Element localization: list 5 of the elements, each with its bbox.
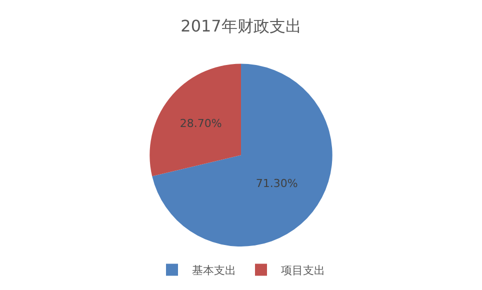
data-label: 71.30% [256, 176, 298, 190]
chart-title: 2017年财政支出 [180, 16, 302, 36]
legend-label: 项目支出 [281, 264, 325, 277]
legend-label: 基本支出 [192, 264, 236, 277]
data-label: 28.70% [180, 116, 222, 130]
